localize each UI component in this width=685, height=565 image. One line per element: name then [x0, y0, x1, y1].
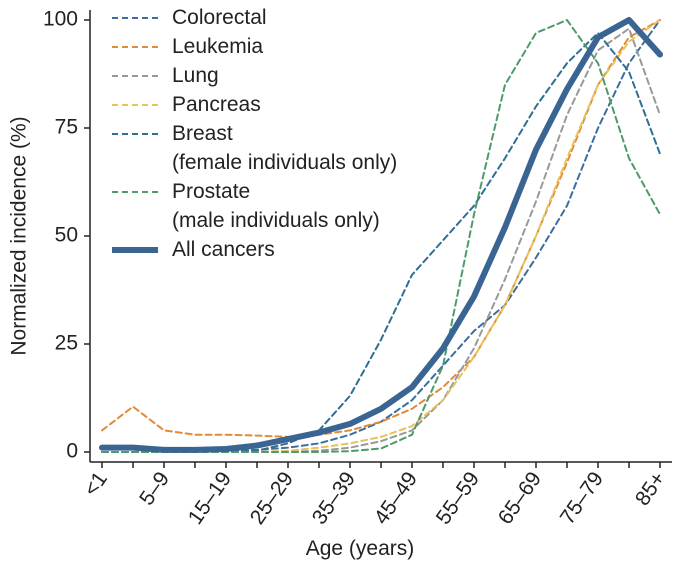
line-series	[99, 17, 663, 453]
x-tick-label: 25–29	[246, 468, 298, 529]
legend-label: Leukemia	[172, 35, 263, 58]
x-tick-label: 45–49	[370, 468, 422, 529]
y-tick-label: 0	[66, 440, 78, 463]
x-tick-label: 75–79	[556, 468, 608, 529]
legend-label: All cancers	[172, 238, 275, 261]
x-tick-label: <1	[80, 468, 113, 501]
legend-label: Pancreas	[172, 93, 261, 116]
x-axis-label: Age (years)	[306, 537, 415, 560]
x-tick-label: 35–39	[308, 468, 360, 529]
x-tick-label: 5–9	[135, 468, 174, 510]
legend-label: Prostate (male individuals only)	[172, 180, 380, 232]
x-tick-label: 85+	[631, 468, 670, 510]
legend-label: Breast (female individuals only)	[172, 122, 397, 174]
y-tick-label: 50	[55, 224, 78, 247]
y-tick-label: 25	[55, 332, 78, 355]
y-tick-label: 100	[43, 8, 78, 31]
legend-label: Lung	[172, 64, 219, 87]
legend-label: Colorectal	[172, 6, 267, 29]
y-tick-label: 75	[55, 116, 78, 139]
x-tick-label: 55–59	[432, 468, 484, 529]
y-axis-label: Normalized incidence (%)	[8, 116, 31, 355]
x-tick-label: 15–19	[184, 468, 236, 529]
line-series	[101, 19, 661, 438]
x-tick-label: 65–69	[494, 468, 546, 529]
